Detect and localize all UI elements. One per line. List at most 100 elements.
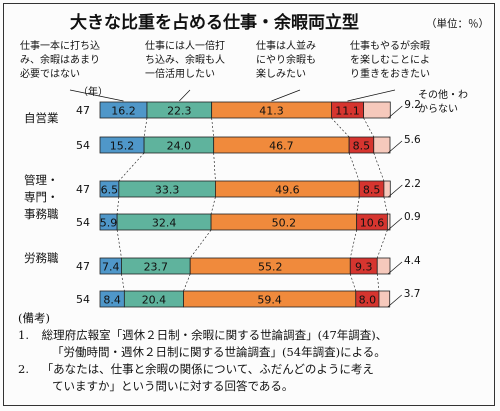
chart-title: 大きな比重を占める仕事・余暇両立型	[70, 12, 359, 33]
data-label: 41.3	[259, 105, 284, 118]
other-value-leader	[387, 140, 403, 154]
note-text: 総理府広報室「週休２日制・余暇に関する世論調査」(47年調査)、	[41, 328, 388, 342]
note-item-2-continued: ていますか」という問いに対する回答である。	[52, 379, 294, 393]
legend-label-other: その他・わ	[418, 88, 468, 101]
data-label: 6.5	[101, 184, 119, 197]
notes-heading: (備考)	[18, 311, 50, 325]
data-label: 11.1	[335, 105, 360, 118]
other-value-leader	[387, 294, 402, 308]
note-item-2: 2. 「あなたは、仕事と余暇の関係について、ふだんどのように考え	[18, 361, 488, 378]
between-group-connector-line	[376, 229, 388, 259]
group-connector-line	[143, 117, 148, 138]
data-label: 8.4	[103, 294, 121, 307]
other-value-leader	[387, 217, 403, 231]
year-label: 54	[76, 216, 90, 229]
legend-label-line: 楽しみたい	[256, 67, 306, 80]
legend-label-line: ち込み、余暇も人	[145, 53, 225, 66]
between-group-connector-line	[349, 229, 357, 259]
legend-label-line: 必要ではない	[20, 67, 80, 80]
data-label: 46.7	[269, 140, 294, 153]
data-label: 20.4	[142, 294, 167, 307]
legend-label-line: 仕事一本に打ち込	[20, 39, 100, 52]
other-value-leader	[388, 184, 403, 198]
note-text: 「あなたは、仕事と余暇の関係について、ふだんどのように考え	[41, 362, 374, 376]
legend-leader-line	[271, 89, 301, 102]
group-label: 労務職	[24, 251, 59, 265]
data-label-other: 2.2	[404, 178, 421, 190]
group-connector-line	[121, 273, 125, 292]
bar-segment	[378, 290, 391, 308]
data-label-other: 5.6	[404, 134, 421, 146]
data-label: 8.5	[363, 184, 381, 197]
legend-leader-line	[69, 89, 124, 102]
between-group-connector-line	[189, 229, 212, 259]
between-group-connector-line	[348, 152, 360, 182]
data-label: 22.3	[167, 105, 192, 118]
unit-label: （単位：％）	[426, 17, 489, 30]
year-label: 47	[76, 104, 90, 117]
group-label: 専門・	[24, 190, 59, 204]
legend-label-line: 一倍活用したい	[145, 67, 215, 80]
data-label: 49.6	[275, 184, 300, 197]
data-label: 24.0	[167, 140, 192, 153]
legend-label-line: 仕事もやるが余暇	[350, 39, 430, 52]
data-label: 32.4	[152, 217, 177, 230]
chart-frame	[3, 3, 495, 406]
legend-label-other: からない	[418, 103, 458, 115]
legend-leader-line	[179, 89, 191, 102]
data-label: 15.2	[110, 140, 135, 153]
legend-label-line: を楽しむことによ	[350, 53, 430, 66]
legend-leader-line	[347, 89, 396, 102]
group-connector-line	[349, 273, 357, 292]
between-group-connector-line	[373, 152, 385, 182]
group-connector-line	[363, 117, 375, 138]
year-label: 54	[76, 293, 90, 306]
between-group-connector-line	[213, 152, 216, 182]
group-label: 管理・	[24, 173, 59, 187]
data-label-other: 0.9	[404, 211, 421, 223]
data-label: 50.2	[272, 217, 297, 230]
bar-segment	[373, 136, 391, 154]
group-connector-line	[211, 117, 214, 138]
bar-segment	[363, 101, 391, 119]
between-group-connector-line	[118, 152, 145, 182]
note-item-1-continued: 「労働時間・週休２日制に関する世論調査」(54年調査)による。	[52, 345, 386, 359]
group-connector-line	[116, 196, 120, 215]
group-connector-line	[210, 196, 216, 215]
group-connector-line	[376, 273, 380, 292]
data-label: 55.2	[258, 261, 283, 274]
data-label: 59.4	[257, 294, 282, 307]
bar-segment	[376, 257, 391, 275]
group-connector-line	[183, 273, 191, 292]
year-label: 47	[76, 183, 90, 196]
group-connector-line	[331, 117, 350, 138]
legend-label-line: にやり余暇も	[256, 53, 316, 66]
year-unit-label: （年）	[78, 85, 108, 98]
year-label: 54	[76, 139, 90, 152]
data-label: 8.5	[353, 140, 371, 153]
legend-label-line: み、余暇はあまり	[20, 53, 100, 66]
group-label: 事務職	[24, 207, 59, 221]
data-label: 10.6	[360, 217, 385, 230]
other-value-leader	[388, 105, 403, 119]
notes-section: (備考) 1. 総理府広報室「週休２日制・余暇に関する世論調査」(47年調査)、…	[18, 310, 488, 395]
note-number: 2.	[18, 362, 29, 376]
note-number: 1.	[18, 328, 29, 342]
data-label: 7.4	[102, 261, 120, 274]
data-label: 23.7	[144, 261, 169, 274]
data-label: 33.3	[155, 184, 180, 197]
between-group-connector-line	[116, 229, 122, 259]
group-label: 自営業	[24, 111, 59, 125]
note-item-1: 1. 総理府広報室「週休２日制・余暇に関する世論調査」(47年調査)、	[18, 327, 488, 344]
data-label-other: 3.7	[404, 288, 421, 300]
data-label: 16.2	[111, 105, 136, 118]
bar-segment	[386, 213, 391, 231]
group-connector-line	[383, 196, 388, 215]
data-label-other: 4.4	[404, 255, 421, 267]
year-label: 47	[76, 260, 90, 273]
other-value-leader	[387, 261, 403, 275]
group-connector-line	[356, 196, 360, 215]
legend-label-line: 仕事は人並み	[256, 39, 316, 52]
data-label: 5.9	[100, 217, 118, 230]
